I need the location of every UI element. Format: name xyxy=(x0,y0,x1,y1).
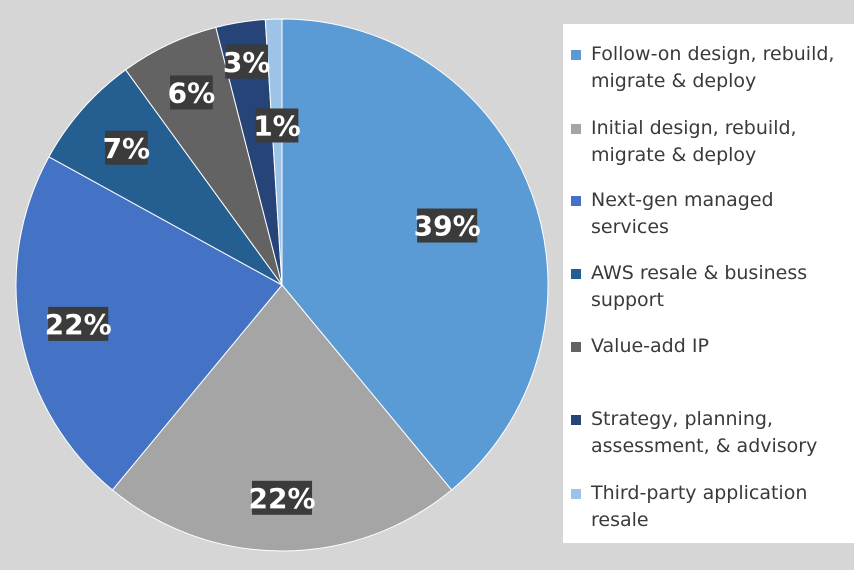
legend-label: Value-add IP xyxy=(591,335,709,357)
pie-slice xyxy=(264,18,283,286)
legend-swatch xyxy=(571,489,581,499)
legend-swatch xyxy=(571,269,581,279)
slice-label: 7% xyxy=(103,130,151,165)
legend-label: Follow-on design, rebuild, migrate & dep… xyxy=(591,43,835,92)
pie-labels: 39% 22% 22% 7% 6%3% 1% xyxy=(45,44,481,515)
pie-slice xyxy=(111,284,453,552)
slice-label: 1% xyxy=(253,108,301,143)
legend: Follow-on design, rebuild, migrate & dep… xyxy=(563,24,854,543)
slice-label-box xyxy=(417,208,478,243)
pie-slice xyxy=(48,69,283,286)
legend-swatch xyxy=(571,415,581,425)
slice-label-text: 3% xyxy=(223,46,271,79)
slice-label: 6% xyxy=(168,75,216,110)
slice-label-box xyxy=(225,44,268,79)
legend-label: Strategy, planning, assessment, & adviso… xyxy=(591,408,818,457)
pie-chart: 39% 22% 22% 7% 6%3% 1% xyxy=(15,18,549,552)
legend-label: AWS resale & business support xyxy=(591,262,808,311)
slice-label: 3% xyxy=(223,44,271,79)
pie-slice xyxy=(15,156,283,491)
slice-label-box xyxy=(170,75,213,110)
legend-swatch xyxy=(571,196,581,206)
slice-label-text: 22% xyxy=(45,308,112,341)
slice-label-text: 22% xyxy=(248,482,315,515)
legend-label: Initial design, rebuild, migrate & deplo… xyxy=(591,117,797,166)
slice-label-text: 7% xyxy=(103,132,151,165)
slice-label-box xyxy=(251,480,313,515)
slice-label-text: 1% xyxy=(253,110,301,143)
slice-label-text: 6% xyxy=(168,77,216,110)
slice-label-box xyxy=(255,108,299,143)
legend-swatch xyxy=(571,124,581,134)
slice-label: 39% xyxy=(414,208,481,243)
slice-label-box xyxy=(48,306,109,341)
slice-label-text: 39% xyxy=(414,210,481,243)
pie-slice xyxy=(281,18,549,491)
legend-swatch xyxy=(571,342,581,352)
slice-label-box xyxy=(105,130,148,165)
legend-label: Third-party application resale xyxy=(591,482,808,531)
legend-swatch xyxy=(571,50,581,60)
slice-label: 22% xyxy=(248,480,316,515)
pie-slices xyxy=(15,18,549,552)
legend-label: Next-gen managed services xyxy=(591,189,774,238)
slice-label: 22% xyxy=(45,306,112,341)
